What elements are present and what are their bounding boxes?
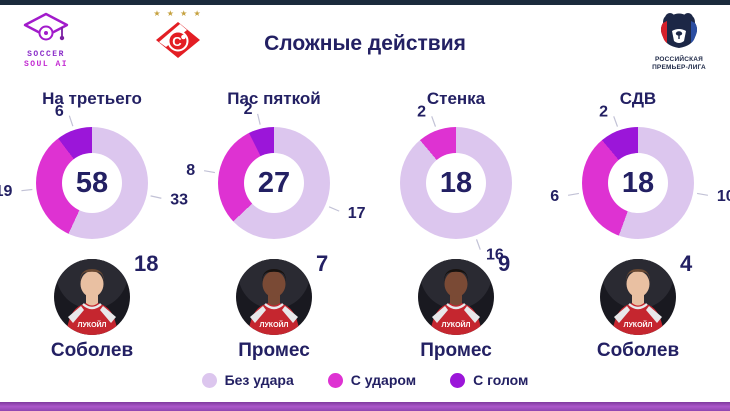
donut-ring: 27 [218,127,330,239]
donut-chart: 27 17 8 2 [183,101,366,253]
donut-hole: 18 [426,153,486,213]
chart-title: Пас пяткой [227,89,321,108]
avatar-wrap: ЛУКОЙЛ [236,259,312,335]
player-avatar: ЛУКОЙЛ [418,259,494,335]
segment-value-label: 2 [417,104,426,121]
donut-chart: 18 16 2 [365,104,547,264]
rpl-text: РОССИЙСКАЯ ПРЕМЬЕР-ЛИГА [640,56,718,73]
donut-chart: 18 10 6 2 [547,104,730,253]
avatar-wrap: ЛУКОЙЛ [418,259,494,335]
legend-label: С ударом [350,372,417,388]
donut-hole: 27 [244,153,304,213]
segment-value-label: 8 [186,162,195,179]
player-value: 7 [316,251,329,276]
donut-chart: 58 33 19 6 [0,103,188,253]
top-bar [0,0,730,5]
player-avatar: ЛУКОЙЛ [54,259,130,335]
player-avatar: ЛУКОЙЛ [236,259,312,335]
segment-value-label: 6 [550,188,559,205]
legend-item: С ударом [327,372,417,388]
legend-dot [201,372,217,388]
legend-label: Без удара [224,372,294,388]
chart-column: Стенка 18 16 2 [365,89,547,362]
svg-text:C: C [172,34,182,49]
legend-label: С голом [473,372,529,388]
segment-value-label: 10 [717,188,730,205]
player-name: Соболев [596,340,680,361]
player-value: 9 [498,251,511,276]
segment-value-label: 17 [348,205,366,222]
player-block: ЛУКОЙЛ 4 Соболев [547,251,729,362]
donut-ring: 18 [400,127,512,239]
donut-total: 27 [257,166,291,199]
chart-column: СДВ 18 10 6 2 [547,89,730,362]
svg-text:ЛУКОЙЛ: ЛУКОЙЛ [78,320,107,329]
svg-text:ЛУКОЙЛ: ЛУКОЙЛ [624,320,653,329]
player-block: ЛУКОЙЛ 9 Промес [365,251,547,362]
rpl-bear-icon [661,13,697,48]
segment-value-label: 2 [599,104,608,121]
segment-value-label: 2 [244,101,253,118]
chart-title: СДВ [619,89,657,108]
graduation-cap-ball-icon [23,12,69,41]
donut-total: 18 [621,166,655,199]
chart-title: Стенка [426,89,486,108]
brand-text: SOCCER SOUL AI [16,50,76,70]
player-value: 4 [680,251,693,276]
donut-callouts: 10 6 2 [550,104,730,206]
rpl-line1: РОССИЙСКАЯ [654,56,704,63]
page-title: Сложные действия [264,32,466,55]
brand-line1: SOCCER [27,50,65,59]
player-value: 18 [134,251,159,276]
segment-value-label: 33 [170,191,188,208]
player-avatar: ЛУКОЙЛ [600,259,676,335]
donut-callouts: 33 19 6 [0,103,188,208]
rpl-logo: РОССИЙСКАЯ ПРЕМЬЕР-ЛИГА [640,10,718,73]
spartak-crest-icon: C [156,22,200,58]
player-name: Промес [238,340,310,361]
chart-column: Пас пяткой 27 17 8 2 [183,89,365,362]
chart-title: На третьего [42,89,142,108]
segment-value-label: 6 [55,103,64,120]
legend: Без удара С ударом С голом [0,372,730,388]
legend-dot [450,372,466,388]
donut-total: 18 [439,166,473,199]
avatar-wrap: ЛУКОЙЛ [54,259,130,335]
svg-text:ЛУКОЙЛ: ЛУКОЙЛ [442,320,471,329]
player-name: Промес [420,340,492,361]
donut-hole: 58 [62,153,122,213]
donut-hole: 18 [608,153,668,213]
donut-total: 58 [75,166,109,199]
charts-row: На третьего 58 33 19 6 [0,89,730,362]
spartak-logo: ★ ★ ★ ★ C [150,10,206,67]
legend-item: Без удара [201,372,294,388]
soccer-soul-ai-logo: SOCCER SOUL AI [16,12,76,70]
segment-value-label: 19 [0,183,13,200]
brand-line2: SOUL AI [23,60,69,69]
rpl-line2: ПРЕМЬЕР-ЛИГА [652,64,706,72]
bottom-bar [0,402,730,411]
player-block: ЛУКОЙЛ 18 Соболев [1,251,183,362]
player-name: Соболев [50,340,134,361]
svg-text:ЛУКОЙЛ: ЛУКОЙЛ [260,320,289,329]
header: SOCCER SOUL AI ★ ★ ★ ★ C Сложные действи… [0,5,730,85]
donut-ring: 58 [36,127,148,239]
spartak-stars: ★ ★ ★ ★ [153,9,203,18]
legend-dot [327,372,343,388]
segment-value-label: 16 [486,246,504,263]
donut-ring: 18 [582,127,694,239]
donut-callouts: 16 2 [417,104,504,264]
legend-item: С голом [450,372,528,388]
player-block: ЛУКОЙЛ 7 Промес [183,251,365,362]
avatar-wrap: ЛУКОЙЛ [600,259,676,335]
chart-column: На третьего 58 33 19 6 [0,89,188,362]
